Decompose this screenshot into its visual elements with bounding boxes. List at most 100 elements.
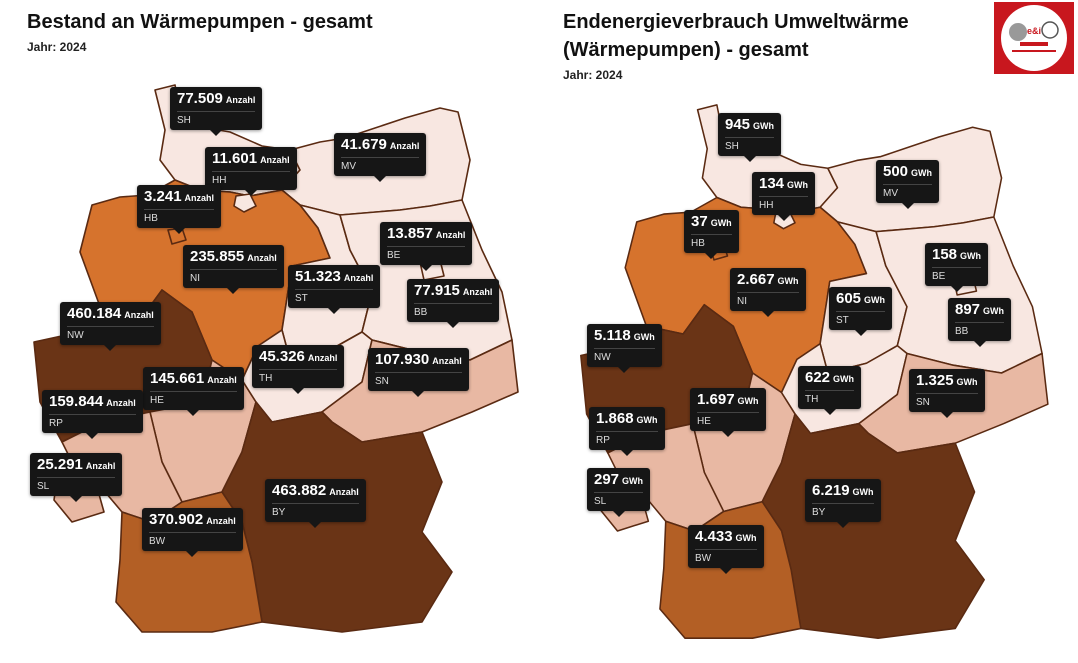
tooltip-value: 77.509 bbox=[177, 90, 223, 107]
tooltip-state-code: BY bbox=[812, 507, 826, 518]
tooltip-state-code: NI bbox=[737, 296, 747, 307]
logo-icon: e&i bbox=[1009, 21, 1059, 52]
tooltip-value: 13.857 bbox=[387, 225, 433, 242]
tooltip-state-code: RP bbox=[596, 435, 610, 446]
tooltip-unit: GWh bbox=[633, 332, 655, 342]
tooltip-left-sl: 25.291 Anzahl SL bbox=[30, 453, 123, 502]
tooltip-divider bbox=[883, 184, 933, 185]
tooltip-left-hh: 11.601 Anzahl HH bbox=[205, 147, 297, 196]
tooltip-left-th: 45.326 Anzahl TH bbox=[252, 345, 345, 394]
tooltip-right-sl: 297 GWh SL bbox=[587, 468, 651, 517]
tooltip-value: 605 bbox=[836, 290, 862, 307]
tooltip-left-sh: 77.509 Anzahl SH bbox=[170, 87, 263, 136]
tooltip-divider bbox=[836, 311, 886, 312]
tooltip-unit: GWh bbox=[710, 218, 732, 228]
tooltip-left-sn: 107.930 Anzahl SN bbox=[368, 348, 469, 397]
tooltip-unit: Anzahl bbox=[247, 253, 277, 263]
tooltip-divider bbox=[177, 111, 256, 112]
tooltip-left-bb: 77.915 Anzahl BB bbox=[407, 279, 500, 328]
tooltip-unit: GWh bbox=[911, 168, 933, 178]
tooltip-divider bbox=[725, 137, 775, 138]
tooltip-divider bbox=[691, 234, 732, 235]
tooltip-state-code: HB bbox=[144, 213, 158, 224]
tooltip-unit: GWh bbox=[787, 180, 809, 190]
svg-text:e&i: e&i bbox=[1027, 26, 1041, 36]
tooltip-divider bbox=[150, 391, 237, 392]
logo: e&i bbox=[994, 2, 1074, 74]
tooltip-divider bbox=[272, 503, 359, 504]
tooltip-value: 622 bbox=[805, 369, 831, 386]
tooltip-value: 25.291 bbox=[37, 456, 83, 473]
tooltip-divider bbox=[955, 322, 1005, 323]
tooltip-state-code: SL bbox=[37, 481, 50, 492]
tooltip-unit: Anzahl bbox=[462, 287, 493, 297]
tooltip-right-sh: 945 GWh SH bbox=[718, 113, 782, 162]
tooltip-state-code: TH bbox=[805, 394, 819, 405]
tooltip-right-sn: 1.325 GWh SN bbox=[909, 369, 985, 418]
tooltip-unit: Anzahl bbox=[85, 461, 116, 471]
tooltip-right-rp: 1.868 GWh RP bbox=[589, 407, 665, 456]
tooltip-unit: Anzahl bbox=[124, 310, 154, 320]
tooltip-left-mv: 41.679 Anzahl MV bbox=[334, 133, 427, 182]
tooltip-divider bbox=[594, 348, 655, 349]
left-map-title: Bestand an Wärmepumpen - gesamt bbox=[27, 11, 373, 33]
tooltip-state-code: BW bbox=[149, 536, 166, 547]
tooltip-value: 235.855 bbox=[190, 248, 245, 265]
tooltip-unit: GWh bbox=[622, 476, 644, 486]
tooltip-value: 460.184 bbox=[67, 305, 122, 322]
tooltip-divider bbox=[212, 171, 290, 172]
tooltip-unit: GWh bbox=[956, 377, 978, 387]
tooltip-state-code: SL bbox=[594, 496, 607, 507]
tooltip-value: 51.323 bbox=[295, 268, 341, 285]
tooltip-state-code: MV bbox=[883, 188, 898, 199]
tooltip-value: 1.697 bbox=[697, 391, 735, 408]
tooltip-unit: GWh bbox=[852, 487, 874, 497]
tooltip-unit: Anzahl bbox=[184, 193, 215, 203]
tooltip-unit: Anzahl bbox=[260, 155, 290, 165]
tooltip-state-code: SH bbox=[725, 141, 739, 152]
tooltip-divider bbox=[295, 289, 374, 290]
tooltip-divider bbox=[375, 372, 462, 373]
tooltip-unit: GWh bbox=[636, 415, 658, 425]
tooltip-right-he: 1.697 GWh HE bbox=[690, 388, 766, 437]
tooltip-value: 897 bbox=[955, 301, 981, 318]
tooltip-value: 37 bbox=[691, 213, 708, 230]
tooltip-right-bw: 4.433 GWh BW bbox=[688, 525, 764, 574]
tooltip-state-code: HH bbox=[212, 175, 227, 186]
tooltip-state-code: NW bbox=[67, 330, 84, 341]
tooltip-state-code: BW bbox=[695, 553, 712, 564]
tooltip-unit: Anzahl bbox=[389, 141, 420, 151]
tooltip-divider bbox=[759, 196, 809, 197]
tooltip-unit: GWh bbox=[833, 374, 855, 384]
tooltip-unit: Anzahl bbox=[106, 398, 136, 408]
tooltip-right-by: 6.219 GWh BY bbox=[805, 479, 881, 528]
tooltip-value: 463.882 bbox=[272, 482, 327, 499]
tooltip-state-code: HB bbox=[691, 238, 705, 249]
tooltip-divider bbox=[737, 292, 799, 293]
tooltip-state-code: HE bbox=[697, 416, 711, 427]
tooltip-value: 41.679 bbox=[341, 136, 387, 153]
tooltip-value: 4.433 bbox=[695, 528, 733, 545]
tooltip-right-be: 158 GWh BE bbox=[925, 243, 989, 292]
tooltip-state-code: BB bbox=[955, 326, 969, 337]
tooltip-unit: Anzahl bbox=[225, 95, 256, 105]
tooltip-right-nw: 5.118 GWh NW bbox=[587, 324, 662, 373]
tooltip-right-bb: 897 GWh BB bbox=[948, 298, 1012, 347]
tooltip-unit: Anzahl bbox=[435, 230, 466, 240]
tooltip-divider bbox=[695, 549, 757, 550]
tooltip-value: 500 bbox=[883, 163, 909, 180]
tooltip-divider bbox=[49, 414, 136, 415]
tooltip-unit: GWh bbox=[864, 295, 886, 305]
tooltip-state-code: RP bbox=[49, 418, 63, 429]
tooltip-value: 2.667 bbox=[737, 271, 775, 288]
tooltip-value: 77.915 bbox=[414, 282, 460, 299]
tooltip-left-bw: 370.902 Anzahl BW bbox=[142, 508, 243, 557]
tooltip-value: 1.868 bbox=[596, 410, 634, 427]
tooltip-value: 1.325 bbox=[916, 372, 954, 389]
tooltip-divider bbox=[596, 431, 658, 432]
tooltip-state-code: SN bbox=[375, 376, 389, 387]
left-map-year: Jahr: 2024 bbox=[27, 40, 87, 54]
tooltip-right-ni: 2.667 GWh NI bbox=[730, 268, 806, 317]
tooltip-value: 370.902 bbox=[149, 511, 204, 528]
